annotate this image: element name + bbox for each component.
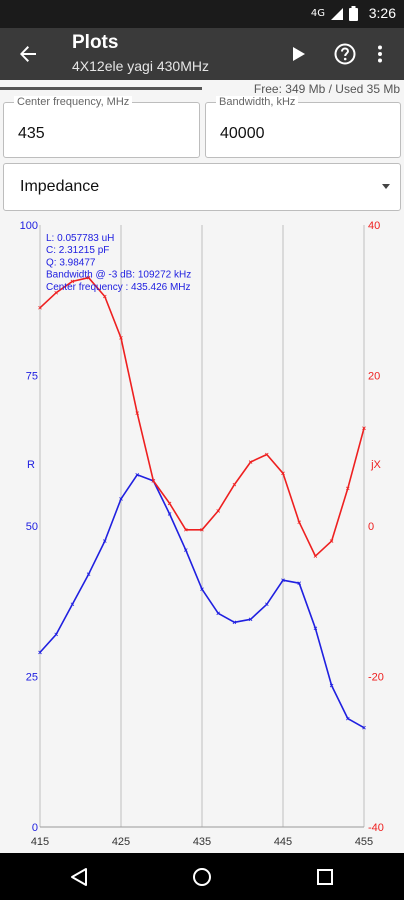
left-axis-label: R <box>27 459 35 471</box>
data-point <box>38 650 42 655</box>
status-time: 3:26 <box>368 5 396 21</box>
chart-annotation: Bandwidth @ -3 dB: 109272 kHz <box>46 270 191 281</box>
status-bar: 4G 3:26 <box>0 0 404 28</box>
page-subtitle: 4X12ele yagi 430MHz <box>72 58 209 74</box>
data-point <box>329 683 334 688</box>
center-frequency-value: 435 <box>18 125 45 142</box>
data-point <box>265 602 269 607</box>
x-tick-label: 415 <box>31 836 49 848</box>
x-tick-label: 455 <box>355 836 373 848</box>
left-tick-label: 100 <box>20 220 38 232</box>
data-point <box>265 452 269 457</box>
x-tick-label: 445 <box>274 836 292 848</box>
data-point <box>184 527 188 532</box>
nav-back-icon <box>71 868 87 886</box>
page-title: Plots <box>72 32 119 53</box>
data-point <box>232 620 237 625</box>
signal-icon <box>331 7 343 20</box>
memory-status: Free: 349 Mb / Used 35 Mb <box>253 82 400 96</box>
center-frequency-label: Center frequency, MHz <box>14 96 133 108</box>
nav-home-button[interactable] <box>190 865 214 889</box>
chart-annotation: L: 0.057783 uH <box>46 233 114 244</box>
x-tick-label: 435 <box>193 836 211 848</box>
data-point <box>119 497 123 501</box>
data-point <box>362 426 366 430</box>
more-button[interactable] <box>370 40 390 68</box>
right-tick-label: -40 <box>368 822 384 834</box>
right-axis-label: jX <box>370 459 381 471</box>
data-point <box>103 539 107 543</box>
battery-icon <box>349 6 358 21</box>
data-point <box>54 632 58 637</box>
center-frequency-field[interactable]: Center frequency, MHz 435 <box>3 96 200 158</box>
data-point <box>70 279 75 284</box>
right-tick-label: -20 <box>368 672 384 684</box>
data-point <box>54 290 58 295</box>
more-vert-icon <box>378 45 382 63</box>
data-point <box>167 512 172 516</box>
right-tick-label: 20 <box>368 371 380 383</box>
chart-annotation: Center frequency : 435.426 MHz <box>46 282 191 293</box>
play-icon <box>293 47 305 61</box>
data-point <box>346 716 350 721</box>
bandwidth-label: Bandwidth, kHz <box>216 96 299 108</box>
chart-annotation: Q: 3.98477 <box>46 257 96 268</box>
data-point <box>313 626 318 631</box>
data-point <box>151 479 156 483</box>
app-bar: Plots 4X12ele yagi 430MHz <box>0 28 404 80</box>
data-point <box>297 581 301 585</box>
right-tick-label: 40 <box>368 220 380 232</box>
left-tick-label: 25 <box>26 672 38 684</box>
data-point <box>200 527 204 532</box>
nav-recents-button[interactable] <box>313 865 337 889</box>
chart-annotation: C: 2.31215 pF <box>46 245 109 256</box>
data-point <box>119 336 123 340</box>
back-button[interactable] <box>14 40 42 68</box>
data-point <box>346 486 350 491</box>
nav-recents-icon <box>317 869 333 885</box>
data-point <box>200 587 204 591</box>
data-point <box>297 520 301 525</box>
data-point <box>70 602 75 607</box>
left-tick-label: 75 <box>26 371 38 383</box>
play-button[interactable] <box>287 40 311 68</box>
data-point <box>232 482 237 487</box>
data-point <box>38 305 42 310</box>
help-icon <box>334 43 356 65</box>
data-point <box>86 572 91 576</box>
left-tick-label: 0 <box>32 822 38 834</box>
data-point <box>103 294 107 299</box>
data-point <box>248 460 253 464</box>
plot-type-value: Impedance <box>20 178 100 195</box>
impedance-chart: 415 425 435 445 455 0 25 50 75 100 -40 -20 0 20 40 R jX L… <box>20 220 384 848</box>
data-point <box>135 473 139 477</box>
data-point <box>362 725 366 730</box>
data-point <box>167 501 172 506</box>
data-point <box>281 471 285 476</box>
data-point <box>216 611 220 616</box>
left-tick-label: 50 <box>26 521 38 533</box>
plot-type-select[interactable]: Impedance <box>3 163 401 211</box>
bandwidth-field[interactable]: Bandwidth, kHz 40000 <box>205 96 401 158</box>
network-type: 4G <box>310 8 325 19</box>
memory-progress-bar <box>0 87 202 90</box>
help-button[interactable] <box>332 40 358 68</box>
navigation-bar <box>0 853 404 900</box>
data-point <box>135 411 139 415</box>
data-point <box>248 617 253 622</box>
right-tick-label: 0 <box>368 521 374 533</box>
data-point <box>329 539 334 543</box>
status-icons: 4G <box>311 6 358 21</box>
data-point <box>216 509 220 513</box>
data-point <box>281 578 285 582</box>
bandwidth-value: 40000 <box>220 125 265 142</box>
data-point <box>86 275 91 280</box>
dropdown-arrow-icon <box>382 184 390 189</box>
arrow-back-icon <box>20 46 36 62</box>
data-point <box>313 554 318 558</box>
nav-home-icon <box>193 868 211 886</box>
nav-back-button[interactable] <box>67 865 91 889</box>
x-tick-label: 425 <box>112 836 130 848</box>
data-point <box>184 548 188 552</box>
